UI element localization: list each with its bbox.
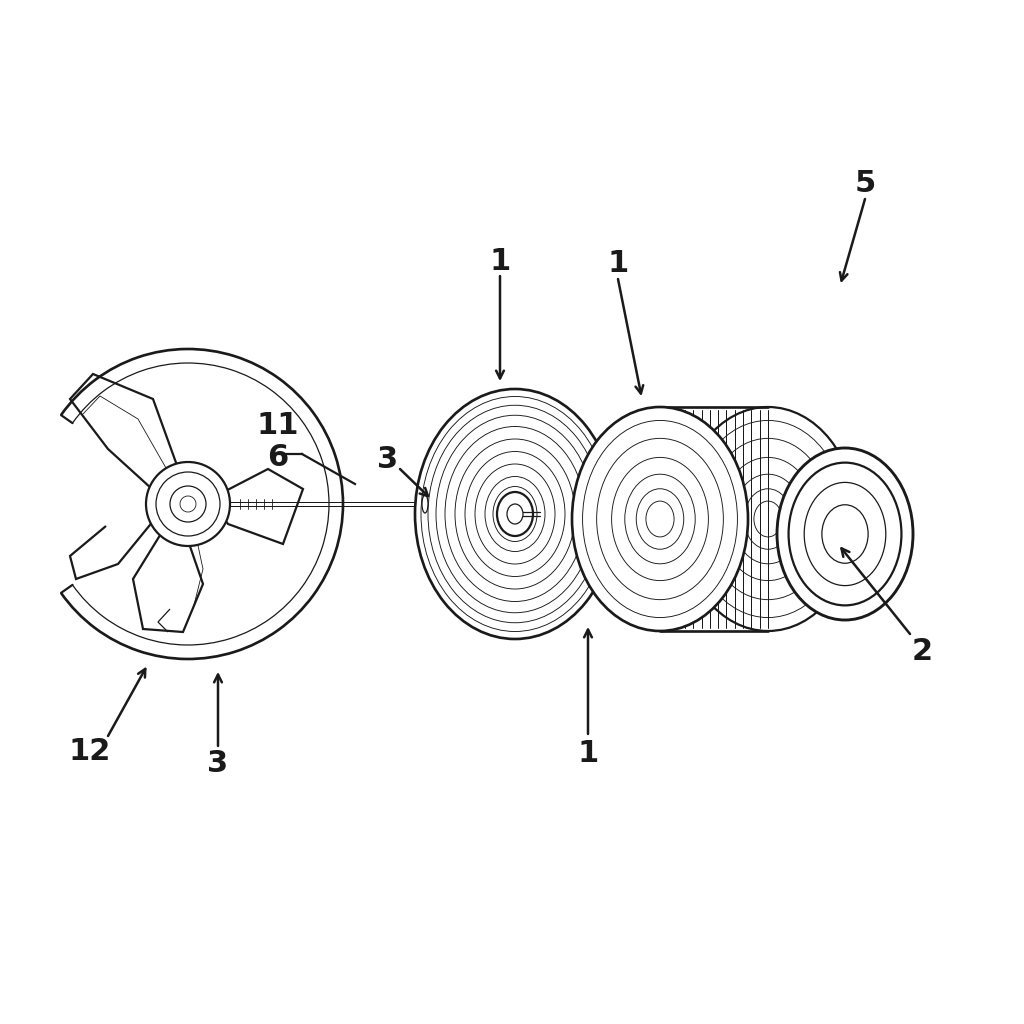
Ellipse shape bbox=[415, 389, 615, 639]
Text: 1: 1 bbox=[578, 739, 599, 768]
Text: 2: 2 bbox=[911, 637, 933, 666]
Ellipse shape bbox=[507, 504, 523, 524]
Ellipse shape bbox=[572, 407, 748, 631]
Text: 3: 3 bbox=[208, 750, 228, 778]
Ellipse shape bbox=[497, 492, 534, 536]
Ellipse shape bbox=[777, 449, 913, 620]
Ellipse shape bbox=[156, 472, 220, 536]
Text: 6: 6 bbox=[267, 443, 289, 472]
Text: 1: 1 bbox=[489, 248, 511, 276]
Ellipse shape bbox=[422, 495, 428, 513]
Ellipse shape bbox=[822, 505, 868, 563]
Ellipse shape bbox=[804, 482, 886, 586]
Text: 5: 5 bbox=[854, 170, 876, 199]
Ellipse shape bbox=[788, 463, 901, 605]
Ellipse shape bbox=[146, 462, 230, 546]
Ellipse shape bbox=[417, 482, 433, 526]
Text: 12: 12 bbox=[69, 737, 112, 767]
Text: 1: 1 bbox=[607, 250, 629, 279]
Ellipse shape bbox=[170, 486, 206, 522]
Ellipse shape bbox=[680, 407, 856, 631]
Ellipse shape bbox=[180, 496, 196, 512]
Text: 3: 3 bbox=[378, 444, 398, 473]
Text: 11: 11 bbox=[257, 412, 299, 440]
